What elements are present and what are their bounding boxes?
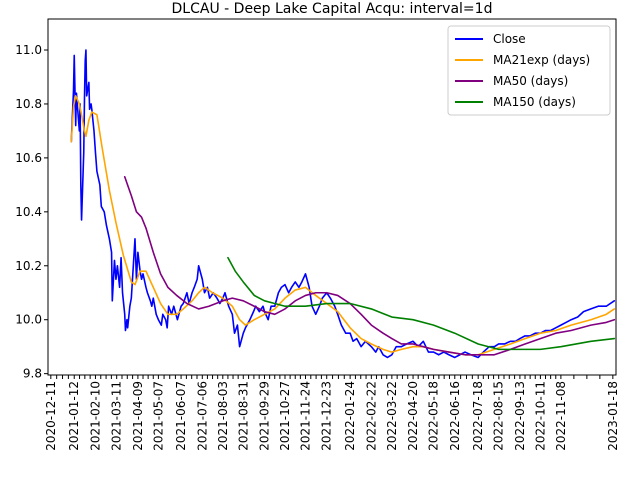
x-tick-label: 2021-12-23	[320, 381, 334, 451]
x-tick-label: 2022-05-18	[427, 381, 441, 451]
x-tick-label: 2022-11-08	[554, 381, 568, 451]
x-tick-label: 2022-06-16	[448, 381, 462, 451]
y-tick-label: 10.2	[15, 259, 42, 273]
series-line-1	[70, 49, 616, 359]
x-tick-label: 2021-02-10	[88, 381, 102, 451]
x-tick-label: 2021-08-03	[216, 381, 230, 451]
x-tick-label: 2022-01-24	[343, 381, 357, 451]
x-tick-label: 2022-02-22	[364, 381, 378, 451]
series-line-4	[227, 256, 616, 351]
y-tick-label: 10.6	[15, 151, 42, 165]
x-tick-label: 2020-12-11	[44, 381, 58, 451]
y-axis: 9.8 10.0 10.2 10.4 10.6 10.8 11.0	[15, 43, 48, 381]
x-tick-label: 2021-07-06	[195, 381, 209, 451]
x-tick-label: 2021-10-27	[278, 381, 292, 451]
series-line-3	[123, 175, 616, 356]
x-tick-label: 2022-08-15	[492, 381, 506, 451]
x-tick-label: 2023-01-18	[606, 381, 620, 451]
legend-label-2: MA21exp (days)	[493, 53, 590, 67]
x-tick-label: 2022-09-13	[513, 381, 527, 451]
y-tick-label: 10.0	[15, 313, 42, 327]
legend-label-4: MA150 (days)	[493, 95, 576, 109]
x-tick-label: 2021-05-07	[151, 381, 165, 451]
x-tick-label: 2022-04-20	[406, 381, 420, 451]
x-axis: 2020-12-11 2021-01-12 2021-02-10 2021-03-11…	[44, 375, 620, 451]
legend-box	[447, 25, 611, 116]
legend-label-1: Close	[493, 32, 526, 46]
x-tick-label: 2021-08-31	[236, 381, 250, 451]
x-tick-label: 2022-03-22	[385, 381, 399, 451]
x-tick-label: 2021-06-07	[174, 381, 188, 451]
y-tick-label: 10.4	[15, 205, 42, 219]
legend-label-3: MA50 (days)	[493, 74, 568, 88]
chart-title: DLCAU - Deep Lake Capital Acqu: interval…	[172, 1, 493, 17]
x-tick-label: 2022-10-11	[533, 381, 547, 451]
legend: Close MA21exp (days) MA50 (days) MA150 (day…	[447, 25, 611, 116]
y-tick-label: 11.0	[15, 43, 42, 57]
series-layer	[70, 49, 616, 359]
x-tick-label: 2021-03-11	[110, 381, 124, 451]
y-tick-label: 10.8	[15, 97, 42, 111]
x-tick-label: 2021-01-12	[67, 381, 81, 451]
y-tick-label: 9.8	[23, 367, 42, 381]
plot-frame	[47, 18, 617, 376]
x-tick-label: 2021-11-24	[298, 381, 312, 451]
x-tick-label: 2021-04-09	[131, 381, 145, 451]
x-tick-label: 2022-07-18	[471, 381, 485, 451]
x-tick-label: 2021-09-29	[258, 381, 272, 451]
